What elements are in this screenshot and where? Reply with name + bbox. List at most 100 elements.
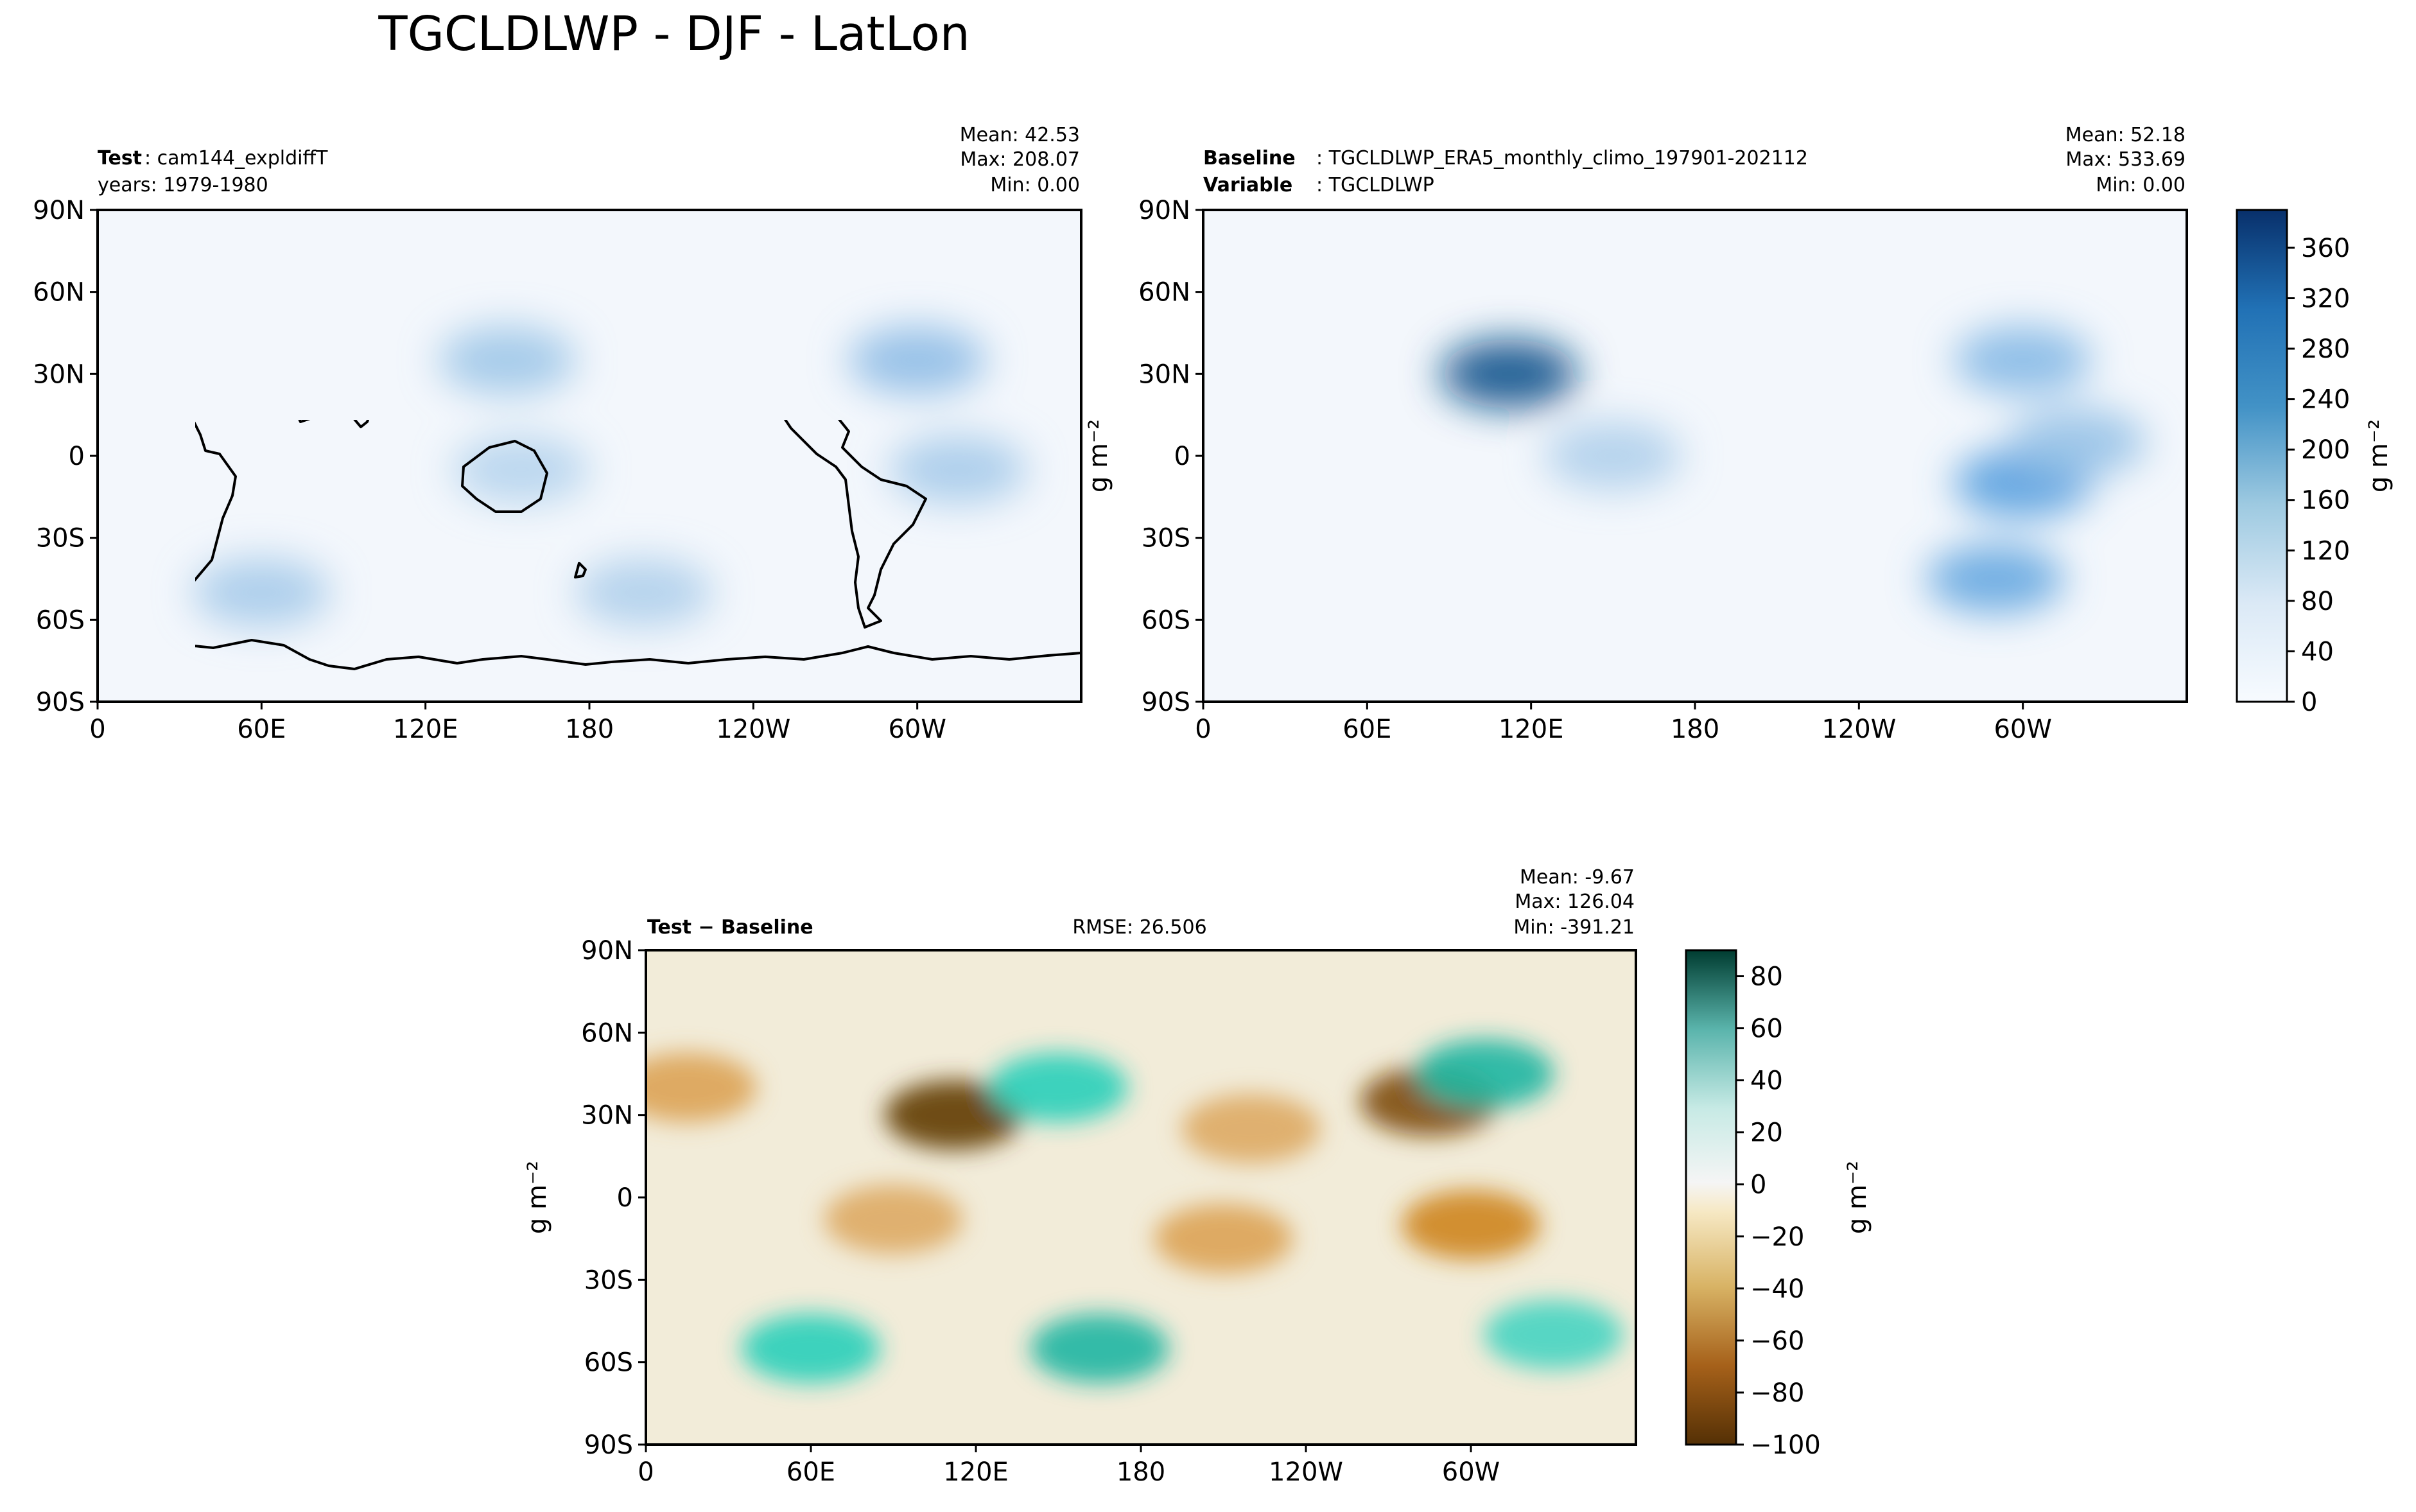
baseline-dataset-name: : TGCLDLWP_ERA5_monthly_climo_197901-202…	[1316, 147, 1808, 169]
colorbar-tick-label: −60	[1750, 1326, 1804, 1356]
colorbar-diff-bar	[1685, 949, 1737, 1446]
baseline-mean: Mean: 52.18	[2065, 124, 2186, 146]
data-hotspot	[1181, 1094, 1321, 1163]
ytick-label: 90S	[1142, 688, 1190, 717]
xtick-label: 180	[1117, 1457, 1165, 1487]
colorbar-tick-label: 160	[2301, 486, 2350, 516]
data-hotspot	[439, 326, 577, 395]
baseline-label: Baseline	[1203, 147, 1296, 169]
data-hotspot	[884, 1080, 1023, 1150]
colorbar-tick-label: 200	[2301, 435, 2350, 465]
xtick-label: 120W	[1821, 715, 1896, 744]
data-hotspot	[742, 1314, 880, 1384]
data-hotspot	[2008, 408, 2147, 477]
xtick-label: 120E	[393, 715, 458, 744]
colorbar-tick-label: 40	[1750, 1066, 1783, 1096]
xtick-label: 120W	[1269, 1457, 1343, 1487]
xtick-label: 60E	[787, 1457, 835, 1487]
xtick-label: 0	[89, 715, 105, 744]
ytick-label: 0	[617, 1183, 633, 1213]
ytick-label: 90N	[33, 196, 85, 225]
xtick-label: 0	[1195, 715, 1211, 744]
ytick-label: 0	[69, 442, 85, 471]
colorbar-tick-label: 40	[2301, 637, 2334, 666]
data-hotspot	[1484, 1299, 1623, 1369]
xtick-label: 180	[565, 715, 614, 744]
colorbar-tick-label: −100	[1750, 1430, 1821, 1460]
test-case-name: : cam144_expldiffT	[144, 147, 328, 169]
data-hotspot	[1440, 339, 1578, 408]
colorbar-tick-label: 240	[2301, 385, 2350, 415]
data-hotspot	[452, 435, 590, 504]
diff-label: Test − Baseline	[647, 916, 813, 939]
data-hotspot	[575, 558, 713, 627]
colorbar-blues-bar	[2236, 209, 2288, 703]
ytick-label: 0	[1174, 442, 1190, 471]
xtick-label: 180	[1671, 715, 1719, 744]
data-hotspot	[1154, 1204, 1293, 1274]
colorbar-tick-label: 0	[1750, 1170, 1766, 1200]
xtick-label: 60E	[1343, 715, 1391, 744]
ytick-label: 30S	[584, 1265, 633, 1295]
data-hotspot	[1926, 544, 2065, 614]
xtick-label: 120E	[1499, 715, 1564, 744]
ytick-label: 90S	[36, 688, 85, 717]
ytick-label: 30N	[581, 1101, 633, 1131]
ytick-label: 30S	[1142, 524, 1190, 553]
colorbar-tick-label: 80	[2301, 587, 2334, 616]
xtick-label: 120E	[943, 1457, 1009, 1487]
data-hotspot	[646, 1053, 757, 1122]
colorbar-tick-label: 0	[2301, 688, 2317, 717]
data-hotspot	[989, 1052, 1128, 1122]
ytick-label: 30N	[33, 360, 85, 389]
diff-min: Min: -391.21	[1513, 916, 1635, 939]
panel-test: Test : cam144_expldiffT years: 1979-1980…	[33, 124, 1082, 744]
diff-mean: Mean: -9.67	[1520, 866, 1635, 889]
ytick-label: 90N	[1138, 196, 1190, 225]
panel-difference: Test − Baseline RMSE: 26.506 Mean: -9.67…	[523, 866, 1637, 1487]
ytick-label: 60S	[36, 605, 85, 635]
colorbar-tick-label: −80	[1750, 1378, 1804, 1408]
ytick-label: 90S	[584, 1430, 633, 1460]
colorbar-tick-label: 20	[1750, 1118, 1783, 1148]
ytick-label: 60S	[584, 1348, 633, 1378]
figure-title: TGCLDLWP - DJF - LatLon	[378, 6, 969, 62]
colorbar-tick-label: 320	[2301, 284, 2350, 313]
xtick-label: 60W	[888, 715, 946, 744]
data-hotspot	[848, 326, 986, 395]
colorbar-diff: 80 60 40 20 0 −20 −40 −60 −80 −100 g m⁻²	[1685, 949, 1872, 1460]
xtick-label: 60E	[237, 715, 286, 744]
data-hotspot	[1415, 1039, 1554, 1109]
data-hotspot	[1544, 421, 1682, 491]
colorbar-tick-label: 120	[2301, 536, 2350, 566]
colorbar-tick-label: 60	[1750, 1014, 1783, 1044]
diff-ylabel: g m⁻²	[523, 1161, 552, 1234]
baseline-min: Min: 0.00	[2096, 174, 2186, 196]
xtick-label: 60W	[1994, 715, 2051, 744]
variable-name: : TGCLDLWP	[1316, 174, 1434, 196]
panel-baseline: Baseline : TGCLDLWP_ERA5_monthly_climo_1…	[1084, 124, 2188, 744]
data-hotspot	[1954, 326, 2092, 395]
colorbar-tick-label: 360	[2301, 234, 2350, 263]
data-hotspot	[1030, 1314, 1169, 1384]
data-hotspot	[889, 435, 1027, 504]
colorbar-blues-label: g m⁻²	[2364, 419, 2394, 492]
variable-label: Variable	[1203, 174, 1292, 196]
colorbar-tick-label: 80	[1750, 962, 1783, 992]
baseline-max: Max: 533.69	[2065, 148, 2186, 171]
data-hotspot	[1402, 1190, 1540, 1260]
ytick-label: 60N	[1138, 278, 1190, 308]
colorbar-tick-label: −40	[1750, 1274, 1804, 1304]
colorbar-blues: 0 40 80 120 160 200 240 280 320 360 g m⁻²	[2236, 209, 2394, 717]
data-hotspot	[824, 1185, 963, 1255]
ytick-label: 30N	[1138, 360, 1190, 389]
colorbar-tick-label: 280	[2301, 335, 2350, 364]
diff-max: Max: 126.04	[1515, 891, 1635, 913]
ytick-label: 30S	[36, 524, 85, 553]
ytick-label: 90N	[581, 936, 633, 966]
ytick-label: 60N	[581, 1018, 633, 1048]
ytick-label: 60N	[33, 278, 85, 308]
xtick-label: 60W	[1442, 1457, 1500, 1487]
colorbar-diff-label: g m⁻²	[1843, 1161, 1872, 1234]
